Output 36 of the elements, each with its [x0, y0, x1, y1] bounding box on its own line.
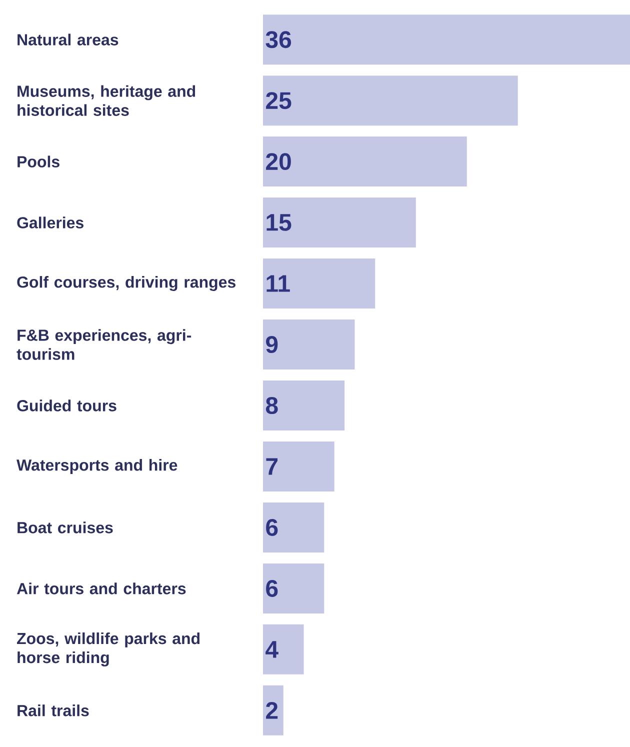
data-label: 11	[266, 275, 290, 292]
y-tick-label: Rail trails	[18, 704, 89, 716]
bar	[262, 380, 345, 430]
data-label: 20	[266, 153, 291, 170]
data-label: 2	[266, 702, 278, 719]
y-tick-label: Boat cruises	[18, 522, 113, 534]
bar	[262, 320, 355, 370]
y-tick-label: F&B experiences, agri-tourism	[16, 329, 192, 360]
y-tick-label: Watersports and hire	[16, 459, 178, 474]
y-tick-label: Natural areas	[18, 34, 118, 46]
data-label: 36	[266, 31, 292, 48]
data-label: 6	[266, 518, 278, 536]
bar	[262, 502, 324, 552]
bar	[262, 258, 376, 309]
data-label: 8	[266, 397, 278, 414]
bar	[262, 563, 324, 614]
y-tick-label: Golf courses, driving ranges	[17, 276, 236, 292]
data-label: 9	[266, 336, 278, 354]
bar	[262, 685, 284, 736]
data-label: 7	[266, 458, 278, 475]
data-label: 4	[266, 641, 278, 658]
y-tick-label: Zoos, wildlife parks and horse riding	[16, 632, 200, 666]
bar	[262, 441, 334, 492]
data-label: 6	[266, 580, 278, 597]
y-tick-label: Pools	[18, 156, 60, 168]
y-tick-label: Galleries	[17, 216, 84, 228]
bar	[262, 136, 467, 187]
y-tick-label: Guided tours	[17, 400, 116, 412]
y-tick-label: Museums, heritage and historical sites	[18, 85, 196, 116]
data-label: 25	[266, 92, 292, 110]
data-label: 15	[266, 214, 292, 231]
y-tick-label: Air tours and charters	[16, 582, 186, 594]
bar	[262, 624, 304, 674]
bar	[262, 76, 518, 126]
bar	[262, 198, 416, 248]
bar	[262, 14, 630, 65]
